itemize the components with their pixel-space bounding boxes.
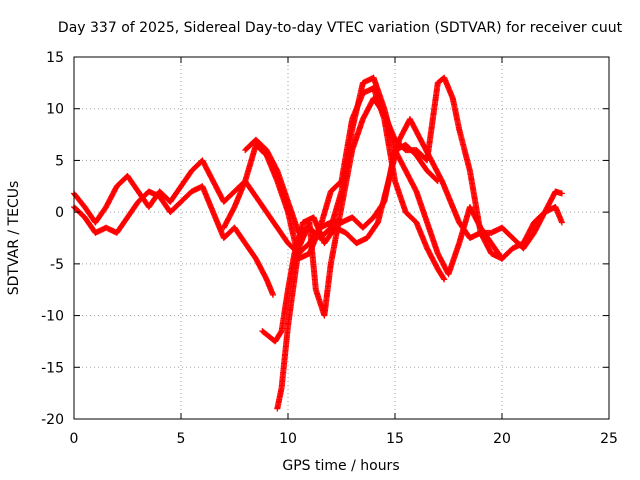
data-points [71, 74, 565, 412]
grid [74, 57, 609, 419]
chart-title: Day 337 of 2025, Sidereal Day-to-day VTE… [58, 20, 623, 36]
x-tick-label: 15 [386, 431, 404, 447]
y-tick-label: 15 [46, 50, 64, 66]
data-point [440, 275, 447, 282]
series-track-6 [274, 74, 565, 412]
x-tick-label: 10 [279, 431, 297, 447]
x-tick-label: 20 [493, 431, 511, 447]
data-point [558, 219, 565, 226]
y-tick-label: -15 [41, 360, 64, 376]
plot-frame [73, 56, 610, 420]
x-tick-label: 0 [70, 431, 79, 447]
y-axis-label: SDTVAR / TECUs [6, 181, 22, 296]
series-track-3 [242, 74, 505, 278]
x-tick-label: 5 [177, 431, 186, 447]
data-point [270, 291, 277, 298]
x-axis-label: GPS time / hours [282, 458, 399, 474]
data-point [558, 190, 565, 197]
y-tick-label: 0 [55, 205, 64, 221]
y-tick-label: -10 [41, 309, 64, 325]
y-tick-label: 10 [46, 102, 64, 118]
axis-ticks: 0 5 10 15 20 25 -20 -15 -10 -5 0 5 10 15 [41, 50, 618, 447]
y-tick-label: 5 [55, 153, 64, 169]
y-tick-label: -5 [50, 257, 64, 273]
series-track-2 [71, 183, 277, 298]
y-tick-label: -20 [41, 412, 64, 428]
series-track-1 [71, 141, 441, 257]
x-tick-label: 25 [600, 431, 618, 447]
data-point [441, 276, 448, 283]
